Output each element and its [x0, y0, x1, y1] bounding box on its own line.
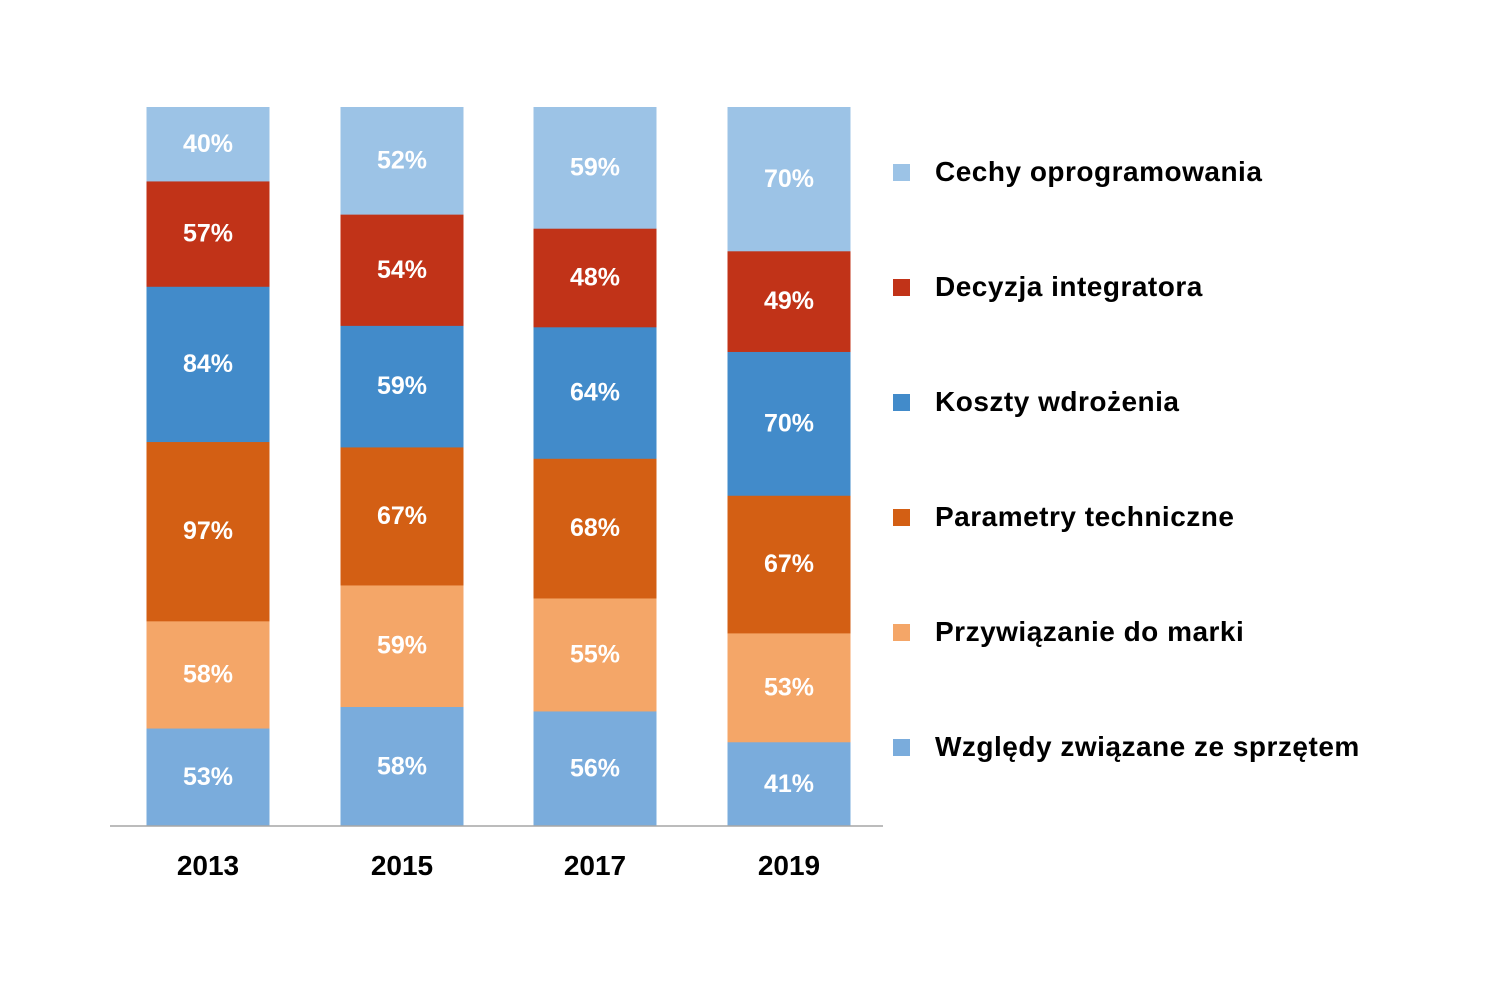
legend-item: Decyzja integratora [893, 267, 1203, 307]
legend-swatch [893, 393, 910, 411]
legend-item: Przywiązanie do marki [893, 612, 1244, 652]
legend-swatch [893, 623, 910, 641]
data-label-2015-5: 54% [377, 256, 427, 284]
data-label-2013-4: 84% [183, 350, 233, 378]
x-tick-label-2015: 2015 [371, 850, 433, 881]
data-label-2015-3: 67% [377, 502, 427, 530]
bar-segment-2017-1 [533, 710, 657, 827]
data-label-2019-2: 53% [764, 673, 814, 701]
bar-segment-2017-3 [533, 458, 657, 599]
bar-segment-2017-5 [533, 228, 657, 328]
legend-swatch [893, 508, 910, 526]
data-label-2013-3: 97% [183, 517, 233, 545]
legend-label: Względy związane ze sprzętem [935, 731, 1360, 762]
data-label-2013-6: 40% [183, 130, 233, 158]
bar-segment-2013-1 [146, 728, 270, 827]
bar-segment-2017-2 [533, 597, 657, 712]
x-tick-label-2019: 2019 [758, 850, 820, 881]
data-label-2019-5: 49% [764, 287, 814, 315]
x-tick-label-2017: 2017 [564, 850, 626, 881]
legend-label: Parametry techniczne [935, 501, 1235, 532]
data-label-2019-4: 70% [764, 409, 814, 437]
data-label-2017-5: 48% [570, 264, 620, 292]
segment-labels-layer: 53% 58% 97% 84% 57% 40% 58% 59% 67% 59% 54% 52% 56% 5… [183, 130, 814, 798]
data-label-2015-1: 58% [377, 752, 427, 780]
legend-label: Koszty wdrożenia [935, 386, 1180, 417]
legend-item: Względy związane ze sprzętem [893, 727, 1360, 767]
data-label-2015-6: 52% [377, 147, 427, 175]
category-labels-layer: 2013 2015 2017 2019 [177, 850, 820, 881]
x-tick-label-2013: 2013 [177, 850, 239, 881]
bar-segment-2013-4 [146, 286, 270, 443]
data-label-2019-6: 70% [764, 165, 814, 193]
data-label-2017-1: 56% [570, 754, 620, 782]
legend-label: Cechy oprogramowania [935, 156, 1263, 187]
legend-item: Cechy oprogramowania [893, 152, 1262, 192]
data-label-2015-2: 59% [377, 632, 427, 660]
legend-item: Parametry techniczne [893, 497, 1234, 537]
data-label-2019-3: 67% [764, 550, 814, 578]
bar-segment-2019-1 [727, 741, 851, 827]
bars-layer [146, 107, 851, 827]
legend-label: Decyzja integratora [935, 271, 1203, 302]
bar-segment-2019-4 [727, 351, 851, 496]
bar-segment-2017-6 [533, 107, 657, 229]
bar-segment-2015-3 [340, 446, 464, 586]
legend-item: Koszty wdrożenia [893, 382, 1179, 422]
legend-label: Przywiązanie do marki [935, 616, 1245, 647]
data-label-2013-2: 58% [183, 660, 233, 688]
data-label-2017-4: 64% [570, 379, 620, 407]
bar-segment-2019-6 [727, 107, 851, 252]
data-label-2013-1: 53% [183, 763, 233, 791]
data-label-2013-5: 57% [183, 220, 233, 248]
bar-segment-2015-2 [340, 584, 464, 708]
legend-swatch [893, 278, 910, 296]
data-label-2017-6: 59% [570, 154, 620, 182]
bar-segment-2013-3 [146, 441, 270, 622]
legend-swatch [893, 163, 910, 181]
bar-segment-2015-4 [340, 325, 464, 448]
bar-segment-2019-3 [727, 495, 851, 634]
data-label-2017-3: 68% [570, 514, 620, 542]
bar-segment-2015-1 [340, 706, 464, 827]
bar-segment-2015-6 [340, 107, 464, 215]
bar-segment-2013-5 [146, 180, 270, 287]
bar-segment-2019-5 [727, 250, 851, 352]
bar-segment-2017-4 [533, 326, 657, 459]
data-label-2017-2: 55% [570, 640, 620, 668]
data-label-2015-4: 59% [377, 372, 427, 400]
bar-segment-2013-2 [146, 620, 270, 729]
bar-segment-2013-6 [146, 107, 270, 182]
bar-segment-2015-5 [340, 214, 464, 326]
bar-segment-2019-2 [727, 632, 851, 743]
legend-swatch [893, 738, 910, 756]
data-label-2019-1: 41% [764, 770, 814, 798]
